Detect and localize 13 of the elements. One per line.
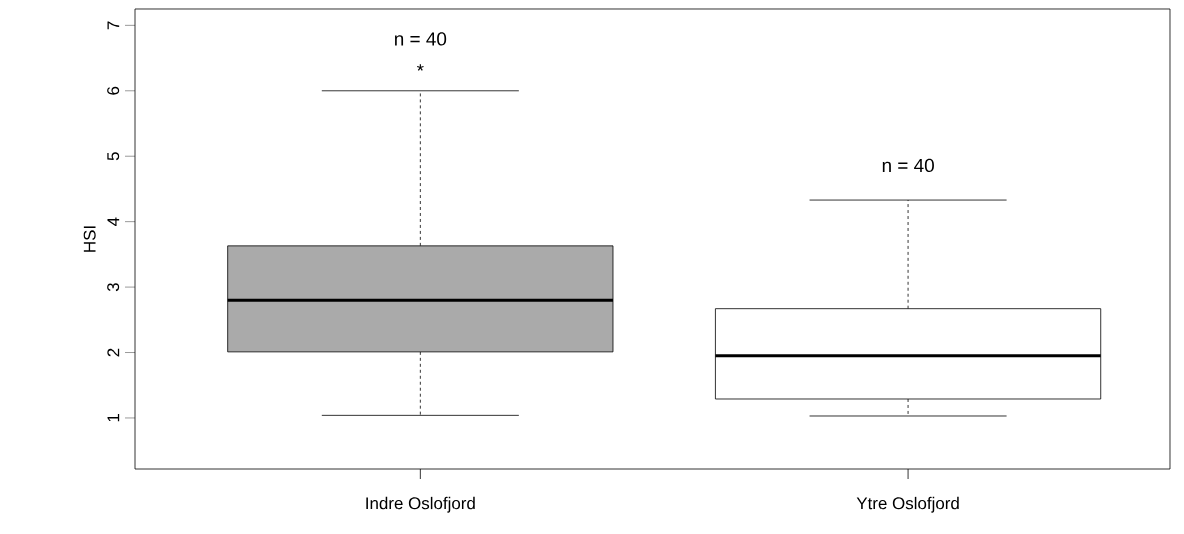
- y-tick-label: 2: [107, 348, 120, 357]
- x-tick-label: Indre Oslofjord: [366, 496, 475, 513]
- annotation: *: [416, 64, 424, 71]
- annotation: n = 40: [395, 32, 447, 46]
- annotation: n = 40: [882, 158, 934, 173]
- y-tick-label: 6: [107, 86, 120, 95]
- y-tick-label: 7: [107, 21, 120, 30]
- y-tick-label: 5: [107, 152, 120, 161]
- y-tick-label: 3: [107, 283, 120, 292]
- x-tick-label: Ytre Oslofjord: [856, 496, 959, 513]
- y-tick-label: 4: [107, 217, 120, 226]
- y-axis-title: HSI: [83, 226, 96, 252]
- y-tick-label: 1: [107, 414, 120, 422]
